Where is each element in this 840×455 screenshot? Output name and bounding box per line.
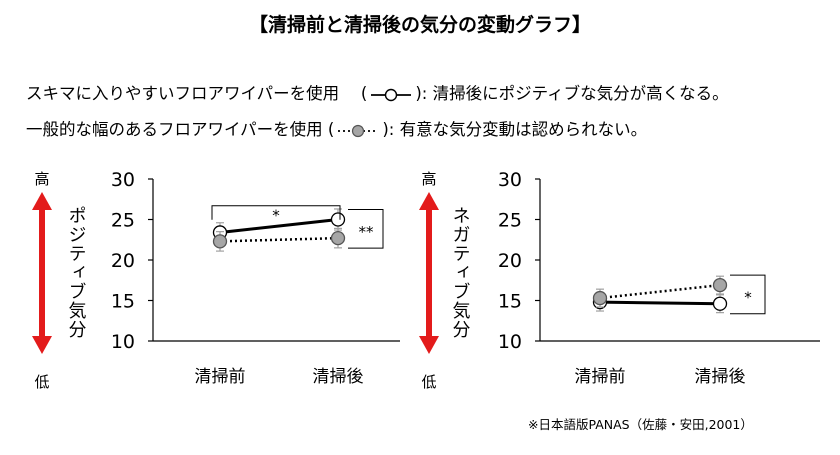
neg-data-point-dotted bbox=[712, 277, 728, 293]
pos-significance-side-bracket bbox=[348, 209, 384, 249]
pos-x-tick-label: 清掃後 bbox=[313, 367, 364, 387]
neg-series-line-dotted bbox=[599, 283, 721, 300]
pos-axis-low-label: 低 bbox=[34, 373, 49, 391]
pos-y-tick-label: 25 bbox=[111, 210, 135, 232]
neg-arrow-up-head-icon bbox=[419, 192, 439, 210]
pos-significance-label: * bbox=[272, 207, 280, 225]
pos-y-tick-label: 30 bbox=[111, 169, 135, 191]
pos-series-line-dotted bbox=[219, 236, 339, 243]
legend-dotted-line-marker-icon bbox=[338, 124, 379, 137]
legend-entry-solid-prefix: スキマに入りやすいフロアワイパーを使用 ( bbox=[26, 84, 368, 103]
legend-solid-line-marker-icon bbox=[371, 88, 412, 101]
neg-y-tick-label: 15 bbox=[498, 291, 522, 313]
negative-mood-chart-svg: 10 15 20 25 30 清掃前 清掃後 高低 ネガティブ気分 * bbox=[419, 169, 820, 391]
neg-x-tick-label: 清掃後 bbox=[695, 367, 746, 387]
legend-entry-dotted-suffix: ): 有意な気分変動は認められない。 bbox=[382, 120, 648, 139]
neg-y-tick-label: 30 bbox=[498, 169, 522, 191]
neg-significance-label: * bbox=[744, 288, 752, 306]
pos-data-point-dotted bbox=[212, 234, 228, 249]
neg-arrow-down-head-icon bbox=[419, 336, 439, 354]
negative-mood-chart: 10 15 20 25 30 清掃前 清掃後 高低 ネガティブ気分 * bbox=[400, 160, 840, 405]
pos-y-tick-label: 20 bbox=[111, 250, 135, 272]
neg-axis-high-label: 高 bbox=[421, 170, 436, 188]
neg-y-axis-label: ネガティブ気分 bbox=[450, 206, 471, 339]
neg-data-point-dotted bbox=[592, 290, 608, 306]
pos-x-tick-label: 清掃前 bbox=[195, 367, 246, 387]
neg-significance-side-bracket bbox=[730, 274, 766, 315]
legend-entry-dotted: 一般的な幅のあるフロアワイパーを使用 ( ): 有意な気分変動は認められない。 bbox=[26, 116, 647, 140]
chart-title: 【清掃前と清掃後の気分の変動グラフ】 bbox=[248, 14, 591, 36]
positive-mood-chart: 10 15 20 25 30 清掃前 清掃後高低ポジティブ気分 * ** bbox=[0, 160, 420, 405]
legend-entry-solid-suffix: ): 清掃後にポジティブな気分が高くなる。 bbox=[415, 84, 729, 103]
pos-arrow-up-head-icon bbox=[32, 192, 52, 210]
pos-y-axis-label: ポジティブ気分 bbox=[66, 206, 87, 339]
neg-axis-low-label: 低 bbox=[421, 373, 436, 391]
neg-x-tick-label: 清掃前 bbox=[575, 367, 626, 387]
neg-series-line-solid bbox=[599, 300, 721, 306]
pos-significance-bracket bbox=[211, 205, 341, 220]
pos-y-tick-label: 15 bbox=[111, 291, 135, 313]
pos-data-point-solid bbox=[330, 212, 346, 227]
neg-data-point-solid bbox=[712, 296, 728, 311]
pos-series-line-solid bbox=[219, 218, 339, 234]
neg-y-tick-label: 10 bbox=[498, 331, 522, 353]
neg-y-tick-label: 20 bbox=[498, 250, 522, 272]
source-note: ※日本語版PANAS（佐藤・安田,2001） bbox=[528, 417, 753, 432]
legend-entry-solid: スキマに入りやすいフロアワイパーを使用 ( ): 清掃後にポジティブな気分が高くな… bbox=[26, 80, 729, 104]
pos-axis-high-label: 高 bbox=[34, 170, 49, 188]
legend-entry-dotted-prefix: 一般的な幅のあるフロアワイパーを使用 ( bbox=[26, 120, 335, 139]
pos-data-point-dotted bbox=[330, 230, 346, 246]
pos-y-tick-label: 10 bbox=[111, 331, 135, 353]
neg-y-tick-label: 25 bbox=[498, 210, 522, 232]
pos-significance-label: ** bbox=[359, 223, 375, 241]
pos-arrow-down-head-icon bbox=[32, 336, 52, 354]
